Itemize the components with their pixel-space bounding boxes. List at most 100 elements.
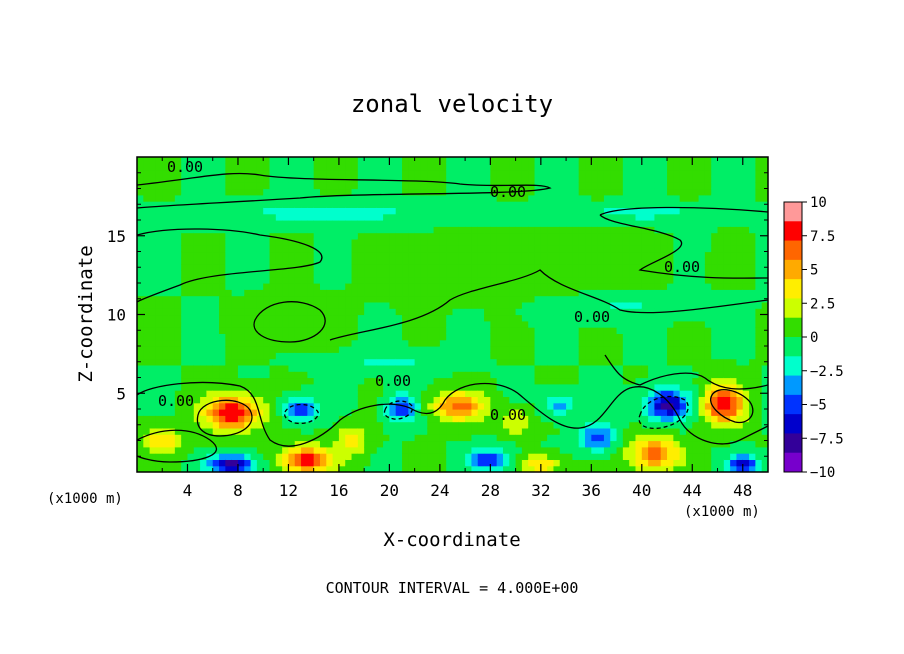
heat-cell bbox=[294, 213, 302, 221]
heat-cell bbox=[648, 427, 656, 435]
heat-cell bbox=[679, 453, 687, 460]
heat-cell bbox=[193, 346, 201, 353]
heat-cell bbox=[439, 459, 447, 467]
heat-cell bbox=[319, 251, 327, 259]
heat-cell bbox=[553, 434, 561, 442]
heat-cell bbox=[206, 301, 214, 309]
heat-cell bbox=[351, 283, 359, 290]
heat-cell bbox=[742, 440, 750, 448]
heat-cell bbox=[326, 396, 334, 404]
heat-cell bbox=[755, 245, 763, 253]
heat-cell bbox=[395, 245, 403, 253]
heat-cell bbox=[704, 371, 712, 379]
heat-cell bbox=[181, 421, 189, 429]
heat-cell bbox=[490, 453, 498, 460]
heat-cell bbox=[332, 415, 340, 423]
heat-cell bbox=[648, 201, 656, 208]
heat-cell bbox=[439, 339, 447, 347]
heat-cell bbox=[566, 226, 573, 234]
heat-cell bbox=[319, 383, 327, 391]
heat-cell bbox=[534, 213, 542, 221]
heat-cell bbox=[496, 434, 504, 442]
heat-cell bbox=[730, 188, 738, 196]
heat-cell bbox=[326, 194, 334, 202]
heat-cell bbox=[231, 415, 239, 423]
heat-cell bbox=[711, 301, 719, 309]
heat-cell bbox=[730, 320, 738, 328]
heat-cell bbox=[742, 232, 750, 240]
heat-cell bbox=[395, 434, 403, 442]
heat-cell bbox=[193, 364, 201, 372]
heat-cell bbox=[212, 257, 220, 265]
heat-cell bbox=[237, 390, 245, 397]
heat-cell bbox=[174, 245, 182, 253]
heat-cell bbox=[471, 175, 479, 183]
heat-cell bbox=[610, 371, 618, 379]
heat-cell bbox=[420, 371, 428, 379]
heat-cell bbox=[477, 409, 485, 416]
heat-cell bbox=[332, 364, 340, 372]
heat-cell bbox=[181, 364, 189, 372]
heat-cell bbox=[711, 371, 719, 379]
heat-cell bbox=[616, 383, 624, 391]
heat-cell bbox=[275, 301, 283, 309]
heat-cell bbox=[540, 226, 548, 234]
heat-cell bbox=[465, 175, 473, 183]
heat-cell bbox=[338, 453, 346, 460]
heat-cell bbox=[282, 358, 290, 366]
heat-cell bbox=[521, 440, 529, 448]
heat-cell bbox=[307, 270, 315, 278]
heat-cell bbox=[477, 339, 485, 347]
heat-cell bbox=[610, 163, 618, 171]
heat-cell bbox=[408, 295, 416, 303]
heat-cell bbox=[515, 377, 523, 385]
heat-cell bbox=[231, 346, 239, 353]
heat-cell bbox=[616, 446, 624, 454]
heat-cell bbox=[338, 358, 346, 366]
heat-cell bbox=[704, 175, 712, 183]
heat-cell bbox=[149, 352, 157, 360]
heat-cell bbox=[635, 409, 643, 416]
heat-cell bbox=[237, 232, 245, 240]
heat-cell bbox=[231, 220, 239, 227]
heat-cell bbox=[168, 446, 176, 454]
heat-cell bbox=[446, 245, 454, 253]
heat-cell bbox=[591, 453, 599, 460]
heat-cell bbox=[704, 276, 712, 284]
heat-cell bbox=[231, 459, 239, 467]
heat-cell bbox=[685, 301, 693, 309]
heat-cell bbox=[212, 283, 220, 290]
heat-cell bbox=[698, 163, 706, 171]
heat-cell bbox=[427, 459, 435, 467]
heat-cell bbox=[490, 333, 498, 341]
heat-cell bbox=[332, 257, 340, 265]
heat-cell bbox=[603, 383, 611, 391]
heat-cell bbox=[534, 245, 542, 253]
heat-cell bbox=[711, 409, 719, 416]
heat-cell bbox=[294, 276, 302, 284]
heat-cell bbox=[585, 264, 592, 271]
heat-cell bbox=[660, 327, 668, 334]
heat-cell bbox=[521, 314, 529, 322]
heat-cell bbox=[225, 220, 233, 227]
heat-cell bbox=[143, 427, 151, 435]
heat-cell bbox=[521, 301, 529, 309]
heat-cell bbox=[496, 459, 504, 467]
heat-cell bbox=[237, 352, 245, 360]
heat-cell bbox=[408, 352, 416, 360]
heat-cell bbox=[723, 434, 731, 442]
heat-cell bbox=[660, 301, 668, 309]
heat-cell bbox=[704, 415, 712, 423]
heat-cell bbox=[187, 402, 195, 410]
heat-cell bbox=[288, 220, 296, 227]
heat-cell bbox=[357, 308, 365, 316]
heat-cell bbox=[162, 339, 170, 347]
heat-cell bbox=[143, 169, 151, 177]
heat-cell bbox=[622, 377, 630, 385]
heat-cell bbox=[667, 169, 674, 177]
heat-cell bbox=[635, 308, 643, 316]
heat-cell bbox=[338, 232, 346, 240]
heat-cell bbox=[698, 194, 706, 202]
heat-cell bbox=[282, 257, 290, 265]
heat-cell bbox=[572, 327, 580, 334]
